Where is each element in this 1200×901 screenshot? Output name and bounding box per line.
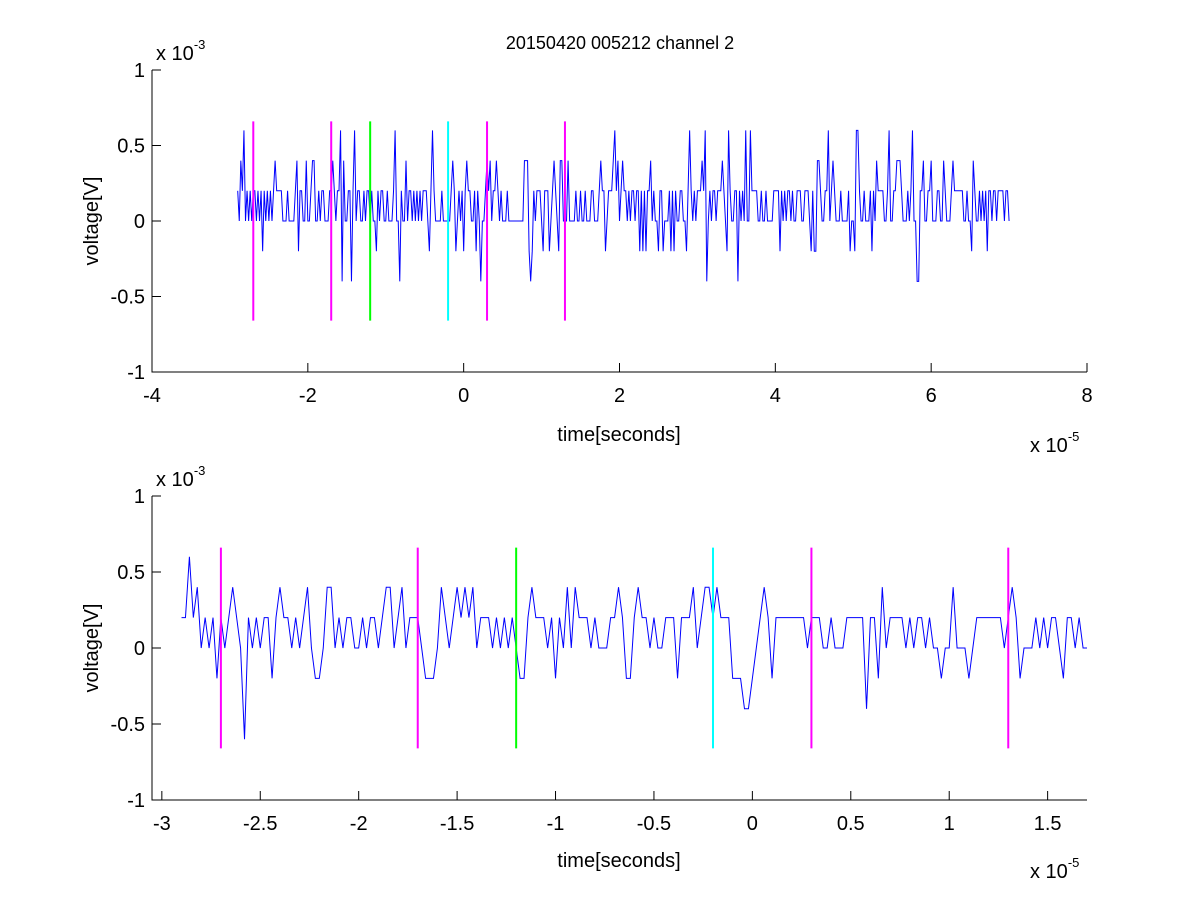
figure-title: 20150420 005212 channel 2 bbox=[506, 33, 734, 53]
bottom-x-tick-label: -1.5 bbox=[440, 813, 474, 835]
top-x-tick-label: 0 bbox=[458, 385, 469, 407]
bottom-x-exponent: x 10-5 bbox=[1030, 855, 1079, 883]
bottom-y-exponent-power: -3 bbox=[194, 463, 206, 478]
top-plot-axes: -4 -2 0 2 4 6 8 -1 -0.5 0 0.5 1 bbox=[111, 60, 1093, 407]
top-x-exponent-power: -5 bbox=[1068, 429, 1080, 444]
bottom-plot-labels: time[seconds] voltage[V] x 10-3 x 10-5 bbox=[81, 463, 1079, 883]
top-x-tick-label: 4 bbox=[770, 385, 781, 407]
bottom-y-tick-label: -0.5 bbox=[111, 714, 145, 736]
bottom-signal-trace bbox=[181, 556, 1087, 740]
bottom-x-tick-label: 0 bbox=[747, 813, 758, 835]
bottom-y-tick-label: 0.5 bbox=[117, 562, 145, 584]
bottom-x-exponent-power: -5 bbox=[1068, 855, 1080, 870]
bottom-y-axis-label: voltage[V] bbox=[81, 604, 103, 693]
top-y-tick-label: -0.5 bbox=[111, 287, 145, 309]
bottom-x-tick-label: 1.5 bbox=[1034, 813, 1062, 835]
top-plot-marks bbox=[237, 121, 1010, 321]
top-plot-labels: time[seconds] voltage[V] x 10-3 x 10-5 bbox=[81, 37, 1079, 457]
bottom-x-tick-label: 1 bbox=[944, 813, 955, 835]
bottom-x-axis-label: time[seconds] bbox=[557, 850, 680, 872]
top-x-tick-label: 6 bbox=[926, 385, 937, 407]
top-x-tick-label: 2 bbox=[614, 385, 625, 407]
bottom-plot-axes: -3 -2.5 -2 -1.5 -1 -0.5 0 0.5 1 1.5 -1 -0.5 0 0.5 1 bbox=[111, 486, 1087, 835]
bottom-x-tick-label: -1 bbox=[547, 813, 565, 835]
top-y-tick-label: -1 bbox=[127, 362, 145, 384]
top-y-exponent-power: -3 bbox=[194, 37, 206, 52]
bottom-x-tick-label: -2.5 bbox=[243, 813, 277, 835]
bottom-y-exponent: x 10-3 bbox=[156, 463, 205, 491]
bottom-y-tick-label: -1 bbox=[127, 790, 145, 812]
top-signal-trace bbox=[237, 129, 1010, 282]
bottom-y-exponent-base: x 10 bbox=[156, 469, 194, 491]
top-x-axis-label: time[seconds] bbox=[557, 424, 680, 446]
top-subplot: -4 -2 0 2 4 6 8 -1 -0.5 0 0.5 1 time[seconds] volta… bbox=[81, 37, 1093, 457]
top-y-tick-label: 0.5 bbox=[117, 136, 145, 158]
top-x-exponent: x 10-5 bbox=[1030, 429, 1079, 457]
bottom-plot-marks bbox=[181, 547, 1087, 749]
bottom-x-tick-label: 0.5 bbox=[837, 813, 865, 835]
top-y-axis-label: voltage[V] bbox=[81, 177, 103, 266]
top-y-exponent: x 10-3 bbox=[156, 37, 205, 65]
top-x-exponent-base: x 10 bbox=[1030, 435, 1068, 457]
top-y-tick-label: 0 bbox=[134, 211, 145, 233]
bottom-y-tick-label: 0 bbox=[134, 638, 145, 660]
bottom-x-tick-label: -0.5 bbox=[637, 813, 671, 835]
bottom-x-tick-label: -3 bbox=[153, 813, 171, 835]
top-y-exponent-base: x 10 bbox=[156, 43, 194, 65]
bottom-y-tick-label: 1 bbox=[134, 486, 145, 508]
bottom-x-exponent-base: x 10 bbox=[1030, 861, 1068, 883]
top-x-tick-label: -2 bbox=[299, 385, 317, 407]
bottom-x-tick-label: -2 bbox=[350, 813, 368, 835]
top-x-tick-label: -4 bbox=[143, 385, 161, 407]
top-y-tick-label: 1 bbox=[134, 60, 145, 82]
top-x-tick-label: 8 bbox=[1081, 385, 1092, 407]
bottom-subplot: -3 -2.5 -2 -1.5 -1 -0.5 0 0.5 1 1.5 -1 -0.5 0 0.5 1 ti… bbox=[81, 463, 1087, 883]
